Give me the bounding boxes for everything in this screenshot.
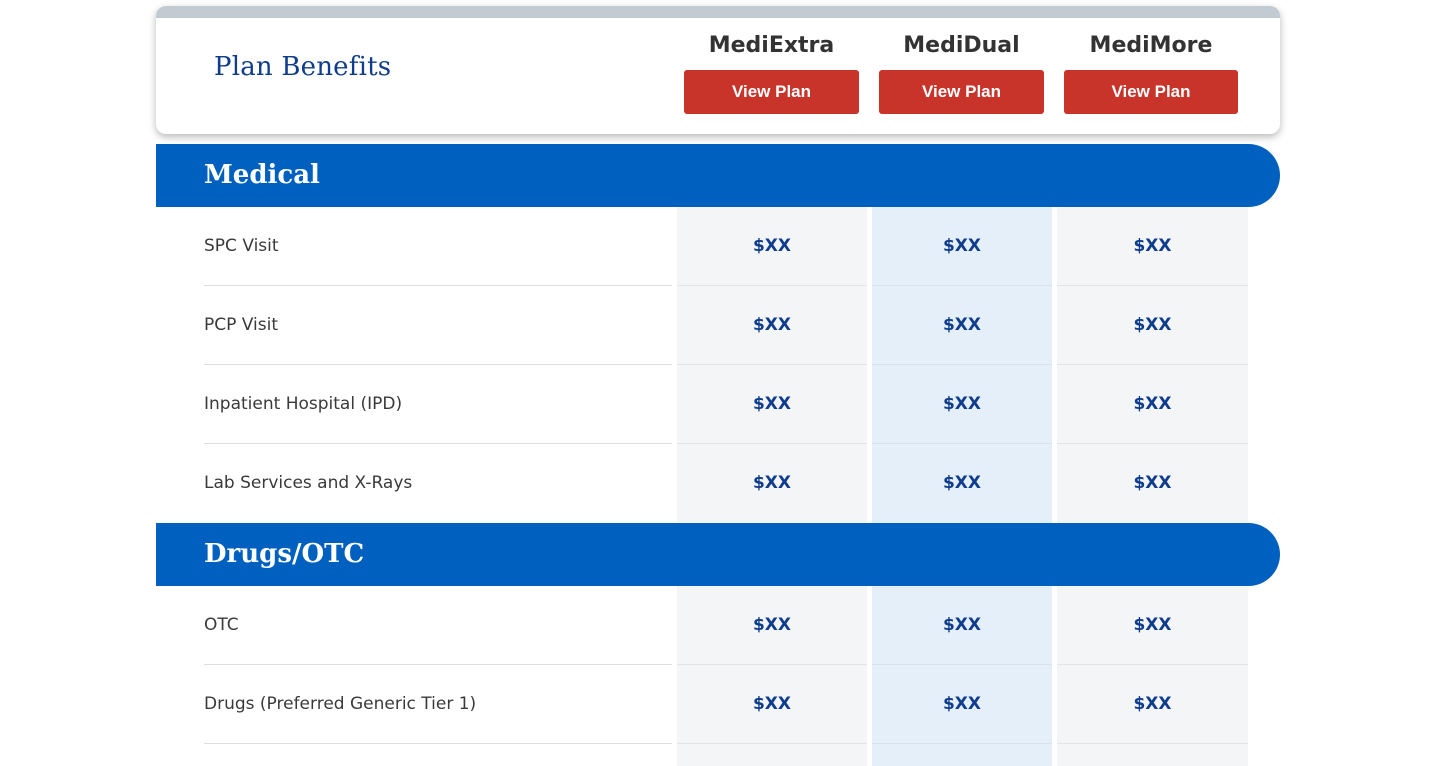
row-divider — [677, 443, 867, 444]
table-row: Lab Services and X-Rays $XX $XX $XX — [204, 444, 1248, 523]
benefit-value-mediextra: $XX — [752, 694, 792, 714]
benefit-label: Lab Services and X-Rays — [204, 473, 413, 493]
plan-header-card: Plan Benefits MediExtra View Plan MediDu… — [156, 6, 1280, 134]
plan-column-header-mediextra: MediExtra View Plan — [684, 30, 859, 114]
benefit-label: PCP Visit — [204, 315, 279, 335]
plan-column-bg-medimore — [1057, 207, 1248, 523]
plan-column-bg-mediextra — [677, 586, 867, 766]
benefit-value-medidual: $XX — [942, 394, 982, 414]
plan-column-header-medidual: MediDual View Plan — [879, 30, 1044, 114]
benefit-value-mediextra: $XX — [752, 315, 792, 335]
header-top-bar — [156, 6, 1280, 18]
row-divider — [872, 743, 1052, 744]
view-plan-button-mediextra[interactable]: View Plan — [684, 70, 859, 114]
row-divider — [204, 285, 672, 286]
plan-column-bg-mediextra — [677, 207, 867, 523]
benefit-value-medimore: $XX — [1133, 236, 1172, 256]
row-divider — [677, 285, 867, 286]
benefit-value-medimore: $XX — [1133, 473, 1172, 493]
row-divider — [872, 443, 1052, 444]
row-divider — [204, 443, 672, 444]
row-divider — [204, 743, 672, 744]
section-title: Drugs/OTC — [204, 539, 365, 569]
plan-column-bg-medimore — [1057, 586, 1248, 766]
plan-name: MediMore — [1089, 33, 1213, 58]
plan-column-header-medimore: MediMore View Plan — [1064, 30, 1238, 114]
table-row: Drugs (Preferred Generic Tier 1) $XX $XX… — [204, 665, 1248, 744]
row-divider — [677, 743, 867, 744]
benefit-value-mediextra: $XX — [752, 473, 792, 493]
row-divider — [1057, 664, 1248, 665]
table-row: OTC $XX $XX $XX — [204, 586, 1248, 665]
benefit-value-medimore: $XX — [1133, 694, 1172, 714]
benefit-value-mediextra: $XX — [752, 615, 792, 635]
row-divider — [204, 664, 672, 665]
page-title: Plan Benefits — [214, 52, 392, 82]
benefit-label: OTC — [204, 615, 239, 635]
benefit-value-medidual: $XX — [942, 236, 982, 256]
benefit-value-medidual: $XX — [942, 615, 982, 635]
section-header-medical: Medical — [156, 144, 1280, 207]
table-row: SPC Visit $XX $XX $XX — [204, 207, 1248, 286]
row-divider — [1057, 743, 1248, 744]
row-divider — [872, 285, 1052, 286]
table-row: PCP Visit $XX $XX $XX — [204, 286, 1248, 365]
row-divider — [1057, 364, 1248, 365]
benefit-label: Inpatient Hospital (IPD) — [204, 394, 403, 414]
view-plan-button-medidual[interactable]: View Plan — [879, 70, 1044, 114]
benefit-value-medimore: $XX — [1133, 315, 1172, 335]
row-divider — [677, 664, 867, 665]
view-plan-button-medimore[interactable]: View Plan — [1064, 70, 1238, 114]
row-divider — [204, 364, 672, 365]
benefit-value-medimore: $XX — [1133, 615, 1172, 635]
row-divider — [872, 364, 1052, 365]
benefit-label: Drugs (Preferred Generic Tier 1) — [204, 694, 477, 714]
benefit-value-medidual: $XX — [942, 473, 982, 493]
plan-column-bg-medidual — [872, 586, 1052, 766]
benefit-value-mediextra: $XX — [752, 236, 792, 256]
row-divider — [677, 364, 867, 365]
row-divider — [1057, 285, 1248, 286]
plan-name: MediDual — [903, 33, 1020, 58]
benefit-value-medidual: $XX — [942, 694, 982, 714]
section-header-drugs-otc: Drugs/OTC — [156, 523, 1280, 586]
plan-column-bg-medidual — [872, 207, 1052, 523]
benefit-value-medidual: $XX — [942, 315, 982, 335]
benefit-value-medimore: $XX — [1133, 394, 1172, 414]
benefit-label: SPC Visit — [204, 236, 279, 256]
row-divider — [1057, 443, 1248, 444]
plan-name: MediExtra — [708, 33, 835, 58]
row-divider — [872, 664, 1052, 665]
section-title: Medical — [204, 160, 320, 190]
table-row: Inpatient Hospital (IPD) $XX $XX $XX — [204, 365, 1248, 444]
benefit-value-mediextra: $XX — [752, 394, 792, 414]
